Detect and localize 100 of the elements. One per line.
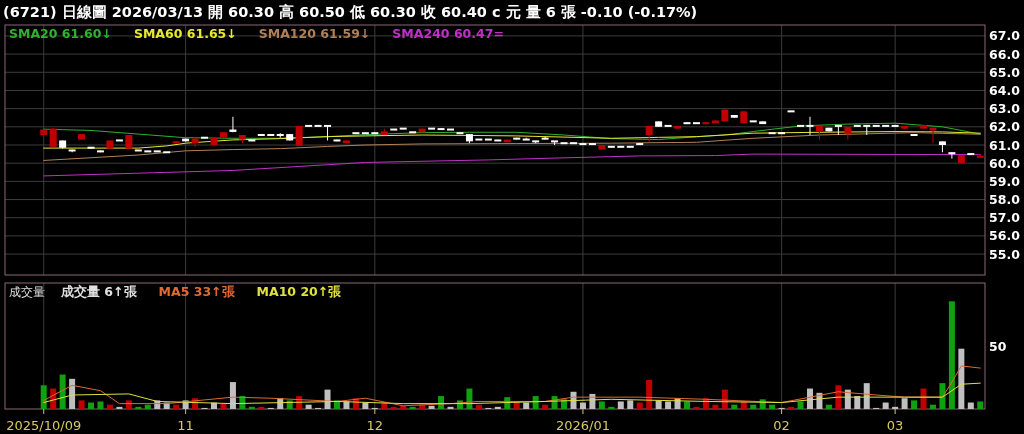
bar [220, 403, 227, 409]
y-tick-label: 60.0 [989, 155, 1021, 171]
bar [892, 406, 899, 409]
candlestick [409, 131, 417, 134]
bar [475, 404, 482, 409]
bar [958, 348, 965, 409]
candlestick [560, 142, 568, 145]
candlestick [797, 124, 805, 127]
bar [901, 398, 908, 409]
bar [428, 405, 435, 409]
bar [135, 406, 142, 409]
text: MA10 20↑張 [256, 284, 343, 299]
candlestick [692, 122, 700, 125]
candlestick [314, 124, 322, 127]
bar [116, 406, 123, 409]
candlestick [390, 128, 398, 131]
bar [646, 379, 653, 409]
bar [608, 406, 615, 409]
candlestick [617, 145, 625, 148]
bar [977, 401, 984, 409]
bar [939, 383, 946, 409]
chart-title: (6721) 日線圖 2026/03/13 開 60.30 高 60.50 低 60.30 收 60.40 c 元 量 6 張 -0.10 (-0.17%) [3, 3, 698, 20]
bar [627, 400, 634, 409]
bar [542, 404, 549, 409]
x-tick-label: 11 [177, 418, 194, 433]
bar [750, 404, 757, 409]
candlestick [428, 127, 436, 130]
bar [579, 402, 586, 409]
x-tick-label: 2026/01 [555, 418, 610, 433]
bar [40, 385, 47, 409]
candlestick [352, 132, 360, 135]
candlestick [115, 139, 123, 142]
bar [88, 402, 95, 409]
chart-title: 成交量 [9, 285, 45, 299]
x-tick-label: 12 [366, 418, 384, 433]
bar [598, 401, 605, 409]
bar [532, 396, 539, 409]
y-tick-label: 59.0 [989, 173, 1021, 189]
candlestick [626, 145, 634, 148]
bar [248, 406, 255, 409]
bar [69, 378, 76, 409]
y-tick-label: 63.0 [989, 101, 1021, 117]
bar [173, 404, 180, 409]
bar [967, 402, 974, 409]
bar [920, 388, 927, 409]
candlestick [49, 127, 57, 148]
candlestick [456, 132, 464, 135]
candlestick [153, 150, 161, 153]
candlestick [579, 143, 587, 146]
candlestick [144, 150, 152, 153]
bar [617, 401, 624, 409]
bar [59, 374, 66, 409]
bar [523, 402, 530, 409]
x-tick-label: 2025/10/09 [6, 418, 82, 433]
candlestick [588, 143, 596, 146]
candlestick [494, 139, 502, 142]
bar [144, 404, 151, 409]
candlestick [134, 149, 142, 152]
text: MA5 33↑張 [158, 284, 236, 299]
candlestick [664, 124, 672, 127]
y-tick-label: 62.0 [989, 119, 1021, 135]
bar [494, 406, 501, 409]
candlestick [475, 138, 483, 141]
bar [229, 382, 236, 409]
y-tick-label: 58.0 [989, 192, 1021, 208]
candlestick [447, 128, 455, 131]
y-tick-label: 57.0 [989, 210, 1021, 226]
bar [825, 404, 832, 409]
line-series [43, 132, 981, 161]
y-tick-label: 66.0 [989, 46, 1021, 62]
y-tick-label: 56.0 [989, 228, 1021, 244]
bar [693, 406, 700, 409]
bar [636, 402, 643, 409]
bar [882, 402, 889, 409]
bar [929, 404, 936, 409]
x-tick-label: 02 [773, 418, 790, 433]
candlestick [361, 132, 369, 135]
candlestick [163, 151, 171, 154]
candlestick [778, 132, 786, 135]
text: 50 [989, 338, 1007, 354]
candlestick [305, 124, 313, 127]
y-tick-label: 61.0 [989, 137, 1021, 153]
bar [447, 406, 454, 409]
candlestick [768, 132, 776, 135]
bar [97, 401, 104, 409]
candlestick [248, 139, 256, 142]
text: SMA240 60.47= [392, 26, 504, 41]
bar [665, 401, 672, 409]
bar [400, 405, 407, 409]
candlestick [882, 124, 890, 127]
bar [362, 402, 369, 409]
candlestick [891, 124, 899, 127]
candlestick [853, 124, 861, 127]
candlestick [806, 116, 814, 136]
bar [797, 401, 804, 409]
bar [854, 396, 861, 409]
y-tick-label: 64.0 [989, 82, 1021, 98]
line-series [43, 153, 981, 177]
bar [106, 404, 113, 409]
y-tick-label: 65.0 [989, 64, 1021, 80]
